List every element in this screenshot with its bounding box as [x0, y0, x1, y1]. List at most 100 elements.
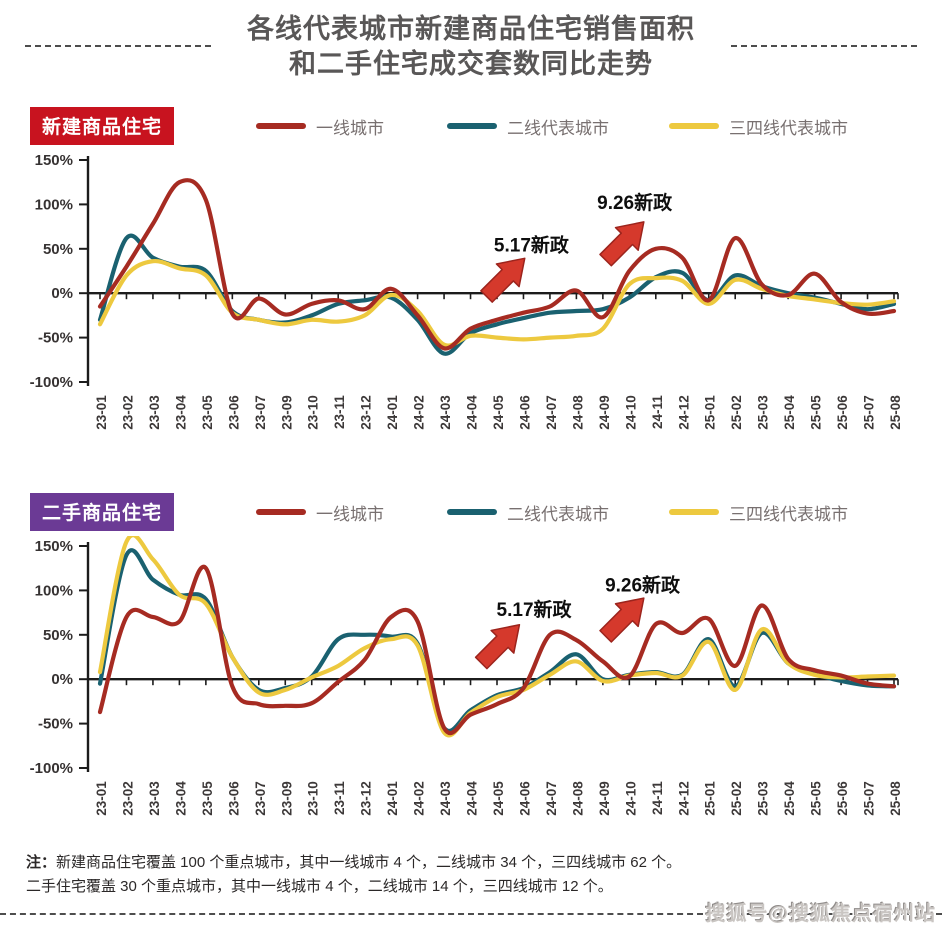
legend-label-tier34: 三四线代表城市 — [729, 118, 849, 138]
svg-text:23-02: 23-02 — [120, 395, 135, 430]
svg-text:9.26新政: 9.26新政 — [597, 191, 673, 214]
svg-text:23-04: 23-04 — [173, 395, 188, 430]
tier1-line-swatch — [256, 509, 307, 515]
bottom-divider — [0, 913, 942, 915]
svg-text:25-08: 25-08 — [888, 781, 903, 816]
svg-text:24-06: 24-06 — [517, 781, 532, 816]
chart1-badge: 新建商品住宅 — [30, 107, 175, 145]
svg-text:50%: 50% — [43, 241, 73, 258]
footnote-line1: 新建商品住宅覆盖 100 个重点城市，其中一线城市 4 个，二线城市 34 个，… — [56, 854, 682, 871]
tier34-line-swatch — [669, 123, 720, 129]
svg-text:23-07: 23-07 — [253, 395, 268, 430]
svg-text:25-04: 25-04 — [782, 395, 797, 430]
chart2-header: 二手商品住宅 一线城市 二线代表城市 三四线代表城市 — [30, 492, 920, 532]
svg-text:24-11: 24-11 — [650, 395, 665, 429]
svg-text:150%: 150% — [35, 152, 73, 169]
chart2-legend: 一线城市 二线代表城市 三四线代表城市 — [174, 500, 848, 525]
svg-text:100%: 100% — [35, 582, 73, 599]
svg-text:24-09: 24-09 — [597, 395, 612, 430]
svg-text:24-06: 24-06 — [517, 395, 532, 430]
svg-text:25-06: 25-06 — [835, 395, 850, 430]
svg-text:25-08: 25-08 — [888, 395, 903, 430]
new-homes-line-chart: 150% 100% 50% 0% -50% -100% 23-01 23-02 23-03 23-… — [30, 152, 903, 430]
footnote-prefix: 注： — [26, 854, 57, 871]
secondhand-homes-line-chart: 150% 100% 50% 0% -50% -100% 23-01 23-02 23-03 23-… — [30, 536, 903, 816]
watermark: 搜狐号@搜狐焦点宿州站 — [705, 903, 936, 925]
svg-text:24-03: 24-03 — [438, 395, 453, 430]
svg-text:24-10: 24-10 — [623, 395, 638, 430]
svg-text:25-03: 25-03 — [756, 781, 771, 816]
svg-text:24-04: 24-04 — [465, 395, 480, 430]
svg-text:24-12: 24-12 — [676, 395, 691, 430]
svg-text:24-08: 24-08 — [570, 781, 585, 816]
svg-text:23-05: 23-05 — [200, 781, 215, 816]
legend-label-tier1: 一线城市 — [316, 118, 385, 138]
svg-text:24-08: 24-08 — [570, 395, 585, 430]
svg-text:5.17新政: 5.17新政 — [494, 233, 570, 256]
svg-text:24-01: 24-01 — [385, 781, 400, 816]
svg-text:23-10: 23-10 — [306, 781, 321, 816]
svg-text:23-07: 23-07 — [253, 781, 268, 816]
svg-text:23-04: 23-04 — [173, 781, 188, 816]
legend-item-tier34: 三四线代表城市 — [669, 114, 848, 139]
svg-text:23-03: 23-03 — [147, 395, 162, 430]
tier2-line-swatch — [447, 509, 498, 515]
svg-text:23-11: 23-11 — [332, 781, 347, 815]
chart2-badge: 二手商品住宅 — [30, 493, 175, 531]
legend-label-tier2: 二线代表城市 — [507, 118, 610, 138]
svg-text:25-01: 25-01 — [703, 781, 718, 816]
svg-text:24-02: 24-02 — [412, 781, 427, 816]
svg-text:100%: 100% — [35, 196, 73, 213]
svg-text:25-02: 25-02 — [729, 781, 744, 816]
svg-text:-50%: -50% — [38, 330, 73, 347]
legend-label-tier34: 三四线代表城市 — [729, 504, 849, 524]
svg-text:24-07: 24-07 — [544, 781, 559, 816]
svg-text:25-03: 25-03 — [756, 395, 771, 430]
svg-text:23-02: 23-02 — [120, 781, 135, 816]
tier34-line-swatch — [669, 509, 720, 515]
page-title: 各线代表城市新建商品住宅销售面积 和二手住宅成交套数同比走势 — [0, 12, 942, 82]
tier1-line-swatch — [256, 123, 307, 129]
svg-text:25-07: 25-07 — [862, 781, 877, 816]
footnote-line2: 二手住宅覆盖 30 个重点城市，其中一线城市 4 个，二线城市 14 个，三四线… — [26, 878, 613, 895]
svg-text:23-11: 23-11 — [332, 395, 347, 429]
svg-text:23-05: 23-05 — [200, 395, 215, 430]
svg-text:23-10: 23-10 — [306, 395, 321, 430]
legend-item-tier1: 一线城市 — [256, 500, 384, 525]
title-right-divider — [731, 45, 917, 47]
svg-text:24-09: 24-09 — [597, 781, 612, 816]
svg-text:24-04: 24-04 — [465, 781, 480, 816]
svg-text:23-12: 23-12 — [359, 781, 374, 816]
svg-text:25-05: 25-05 — [809, 395, 824, 430]
svg-text:24-10: 24-10 — [623, 781, 638, 816]
svg-text:24-03: 24-03 — [438, 781, 453, 816]
legend-item-tier2: 二线代表城市 — [447, 114, 609, 139]
svg-text:25-04: 25-04 — [782, 781, 797, 816]
svg-text:24-12: 24-12 — [676, 781, 691, 816]
svg-text:-100%: -100% — [30, 760, 73, 777]
svg-text:25-02: 25-02 — [729, 395, 744, 430]
legend-item-tier2: 二线代表城市 — [447, 500, 609, 525]
svg-text:25-01: 25-01 — [703, 395, 718, 430]
svg-text:24-02: 24-02 — [412, 395, 427, 430]
svg-text:5.17新政: 5.17新政 — [497, 598, 573, 621]
svg-text:23-01: 23-01 — [94, 781, 109, 816]
svg-text:23-06: 23-06 — [226, 781, 241, 816]
svg-text:24-05: 24-05 — [491, 395, 506, 430]
legend-item-tier34: 三四线代表城市 — [669, 500, 848, 525]
svg-text:0%: 0% — [51, 285, 73, 302]
svg-text:23-09: 23-09 — [279, 395, 294, 430]
svg-text:24-07: 24-07 — [544, 395, 559, 430]
tier2-line-swatch — [447, 123, 498, 129]
svg-text:150%: 150% — [35, 538, 73, 555]
svg-text:-100%: -100% — [30, 374, 73, 391]
legend-item-tier1: 一线城市 — [256, 114, 384, 139]
svg-text:23-09: 23-09 — [279, 781, 294, 816]
page-title-line1: 各线代表城市新建商品住宅销售面积 — [247, 14, 695, 44]
svg-text:0%: 0% — [51, 671, 73, 688]
svg-text:23-12: 23-12 — [359, 395, 374, 430]
svg-text:9.26新政: 9.26新政 — [605, 573, 681, 596]
svg-text:23-03: 23-03 — [147, 781, 162, 816]
svg-text:25-06: 25-06 — [835, 781, 850, 816]
